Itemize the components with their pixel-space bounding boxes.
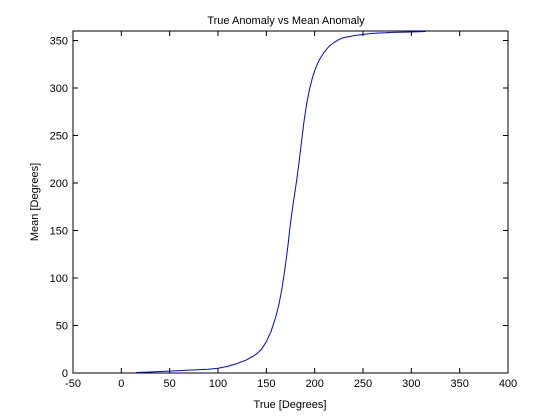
x-tick-label: 100: [209, 378, 227, 390]
y-tick-label: 300: [50, 83, 68, 95]
x-tick-label: 350: [450, 378, 468, 390]
y-tick-label: 50: [56, 321, 68, 333]
x-tick-label: 200: [305, 378, 323, 390]
series-line: [135, 30, 426, 374]
plot-area: [72, 30, 509, 374]
x-tick-label: 150: [257, 378, 275, 390]
y-tick-label: 0: [62, 368, 68, 380]
y-tick-label: 200: [50, 178, 68, 190]
y-tick-label: 100: [50, 273, 68, 285]
y-axis-label: Mean [Degrees]: [29, 163, 41, 241]
y-tick-label: 250: [50, 131, 68, 143]
x-tick-label: 50: [164, 378, 176, 390]
y-tick-label: 350: [50, 36, 68, 48]
x-tick-label: 400: [499, 378, 517, 390]
y-tick-label: 150: [50, 226, 68, 238]
y-axis-ticks: 0 50 100 150 200 250 300 350: [50, 36, 508, 380]
x-tick-label: 300: [402, 378, 420, 390]
x-tick-label: 0: [118, 378, 124, 390]
series-layer: [135, 30, 426, 374]
x-axis-label: True [Degrees]: [254, 399, 327, 411]
chart-title: True Anomaly vs Mean Anomaly: [207, 15, 365, 27]
x-tick-label: -50: [65, 378, 81, 390]
x-tick-label: 250: [354, 378, 372, 390]
x-axis-ticks: -50 0 50 100 150 200 250 300 350 400: [65, 31, 517, 390]
